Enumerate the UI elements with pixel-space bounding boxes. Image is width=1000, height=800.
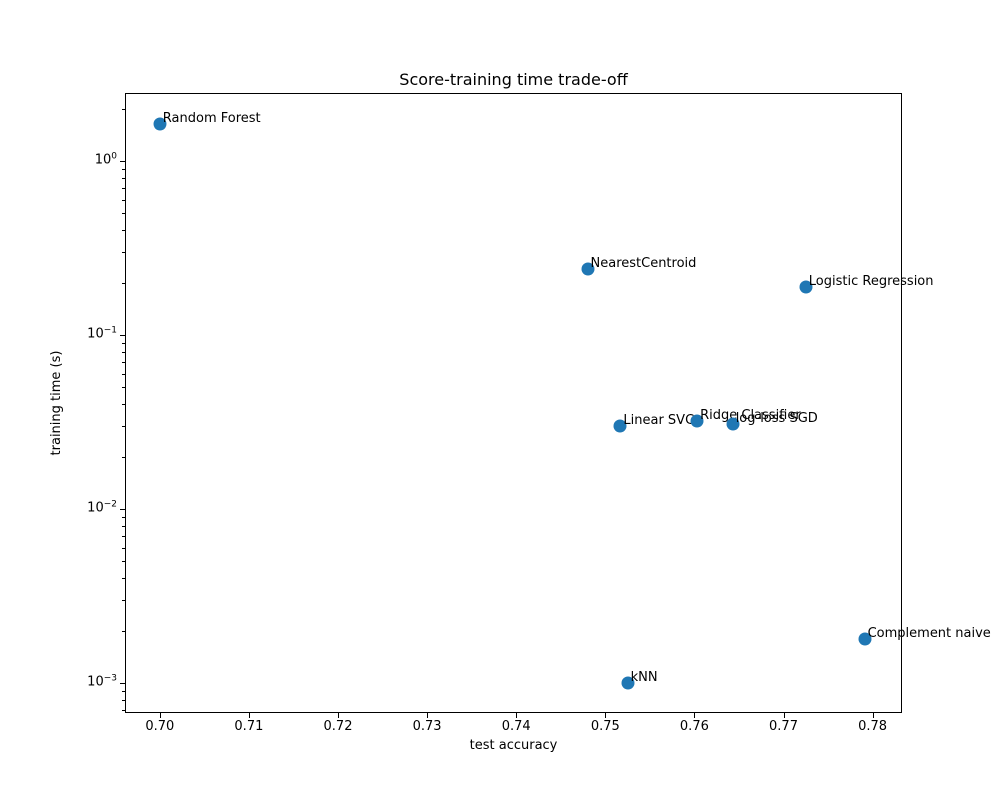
y-axis-minor-tick bbox=[122, 561, 125, 563]
data-point bbox=[621, 676, 635, 690]
y-axis-minor-tick bbox=[122, 387, 125, 389]
point-label: Random Forest bbox=[162, 111, 261, 127]
y-axis-minor-tick bbox=[122, 187, 125, 189]
y-axis-minor-tick bbox=[122, 213, 125, 215]
x-tick-label: 0.71 bbox=[234, 719, 264, 734]
x-axis-tick bbox=[783, 713, 785, 718]
point-label: Complement naive bbox=[867, 625, 991, 641]
y-axis-minor-tick bbox=[122, 699, 125, 701]
y-tick-label: 10−3 bbox=[87, 673, 117, 690]
x-tick-label: 0.78 bbox=[858, 719, 888, 734]
y-tick-label: 100 bbox=[94, 151, 117, 168]
x-tick-label: 0.77 bbox=[769, 719, 798, 734]
y-axis-minor-tick bbox=[122, 342, 125, 344]
data-point bbox=[153, 117, 167, 131]
y-axis-minor-tick bbox=[122, 578, 125, 580]
x-axis-tick bbox=[248, 713, 250, 718]
point-label: Linear SVC bbox=[623, 413, 695, 428]
y-axis-minor-tick bbox=[122, 547, 125, 549]
y-axis-minor-tick bbox=[122, 177, 125, 179]
x-axis-tick bbox=[427, 713, 429, 718]
data-point bbox=[858, 632, 872, 645]
y-axis-minor-tick bbox=[122, 169, 125, 170]
y-tick-label: 10−2 bbox=[87, 499, 117, 516]
x-axis-tick bbox=[605, 713, 607, 718]
x-tick-label: 0.74 bbox=[501, 719, 531, 734]
y-axis-minor-tick bbox=[122, 282, 125, 284]
y-axis-minor-tick bbox=[122, 108, 125, 110]
point-label: log-loss SGD bbox=[735, 410, 818, 426]
y-axis-minor-tick bbox=[122, 373, 125, 375]
y-axis-major-tick bbox=[120, 683, 125, 684]
data-point bbox=[613, 419, 627, 433]
data-point bbox=[690, 414, 704, 428]
data-point bbox=[581, 262, 594, 276]
x-tick-label: 0.70 bbox=[145, 719, 175, 734]
y-axis-minor-tick bbox=[122, 516, 125, 518]
x-tick-label: 0.76 bbox=[679, 719, 709, 734]
x-tick-label: 0.72 bbox=[323, 719, 353, 734]
plot-area bbox=[125, 93, 902, 713]
point-label: Logistic Regression bbox=[808, 273, 934, 289]
y-axis-minor-tick bbox=[122, 199, 125, 201]
y-axis-minor-tick bbox=[122, 404, 125, 406]
x-axis-tick bbox=[516, 713, 518, 718]
y-axis-minor-tick bbox=[122, 252, 125, 253]
x-axis-tick bbox=[338, 713, 339, 718]
y-axis-major-tick bbox=[120, 509, 125, 510]
y-axis-major-tick bbox=[120, 335, 125, 336]
point-label: kNN bbox=[630, 670, 658, 685]
data-point bbox=[726, 417, 740, 430]
y-axis-minor-tick bbox=[122, 361, 125, 363]
y-tick-label: 10−1 bbox=[87, 325, 117, 342]
y-axis-minor-tick bbox=[122, 599, 125, 601]
x-tick-label: 0.75 bbox=[590, 719, 620, 734]
y-axis-minor-tick bbox=[122, 535, 125, 537]
y-axis-minor-tick bbox=[122, 525, 125, 527]
x-axis-tick bbox=[872, 713, 874, 718]
y-axis-minor-tick bbox=[122, 456, 125, 458]
point-label: Ridge Classifier bbox=[700, 408, 801, 424]
x-axis-tick bbox=[159, 713, 161, 718]
point-label: NearestCentroid bbox=[590, 255, 697, 271]
x-tick-label: 0.73 bbox=[412, 719, 442, 734]
x-axis-label: test accuracy bbox=[469, 738, 558, 753]
y-axis-major-tick bbox=[120, 161, 125, 162]
y-axis-minor-tick bbox=[122, 426, 125, 427]
x-axis-tick bbox=[694, 713, 696, 718]
y-axis-minor-tick bbox=[122, 230, 125, 232]
y-axis-label: training time (s) bbox=[49, 350, 64, 456]
y-axis-minor-tick bbox=[122, 709, 125, 711]
y-axis-minor-tick bbox=[122, 690, 125, 692]
data-point bbox=[799, 280, 813, 293]
y-axis-minor-tick bbox=[122, 351, 125, 353]
chart-title: Score-training time trade-off bbox=[399, 70, 628, 89]
y-axis-minor-tick bbox=[122, 630, 125, 632]
